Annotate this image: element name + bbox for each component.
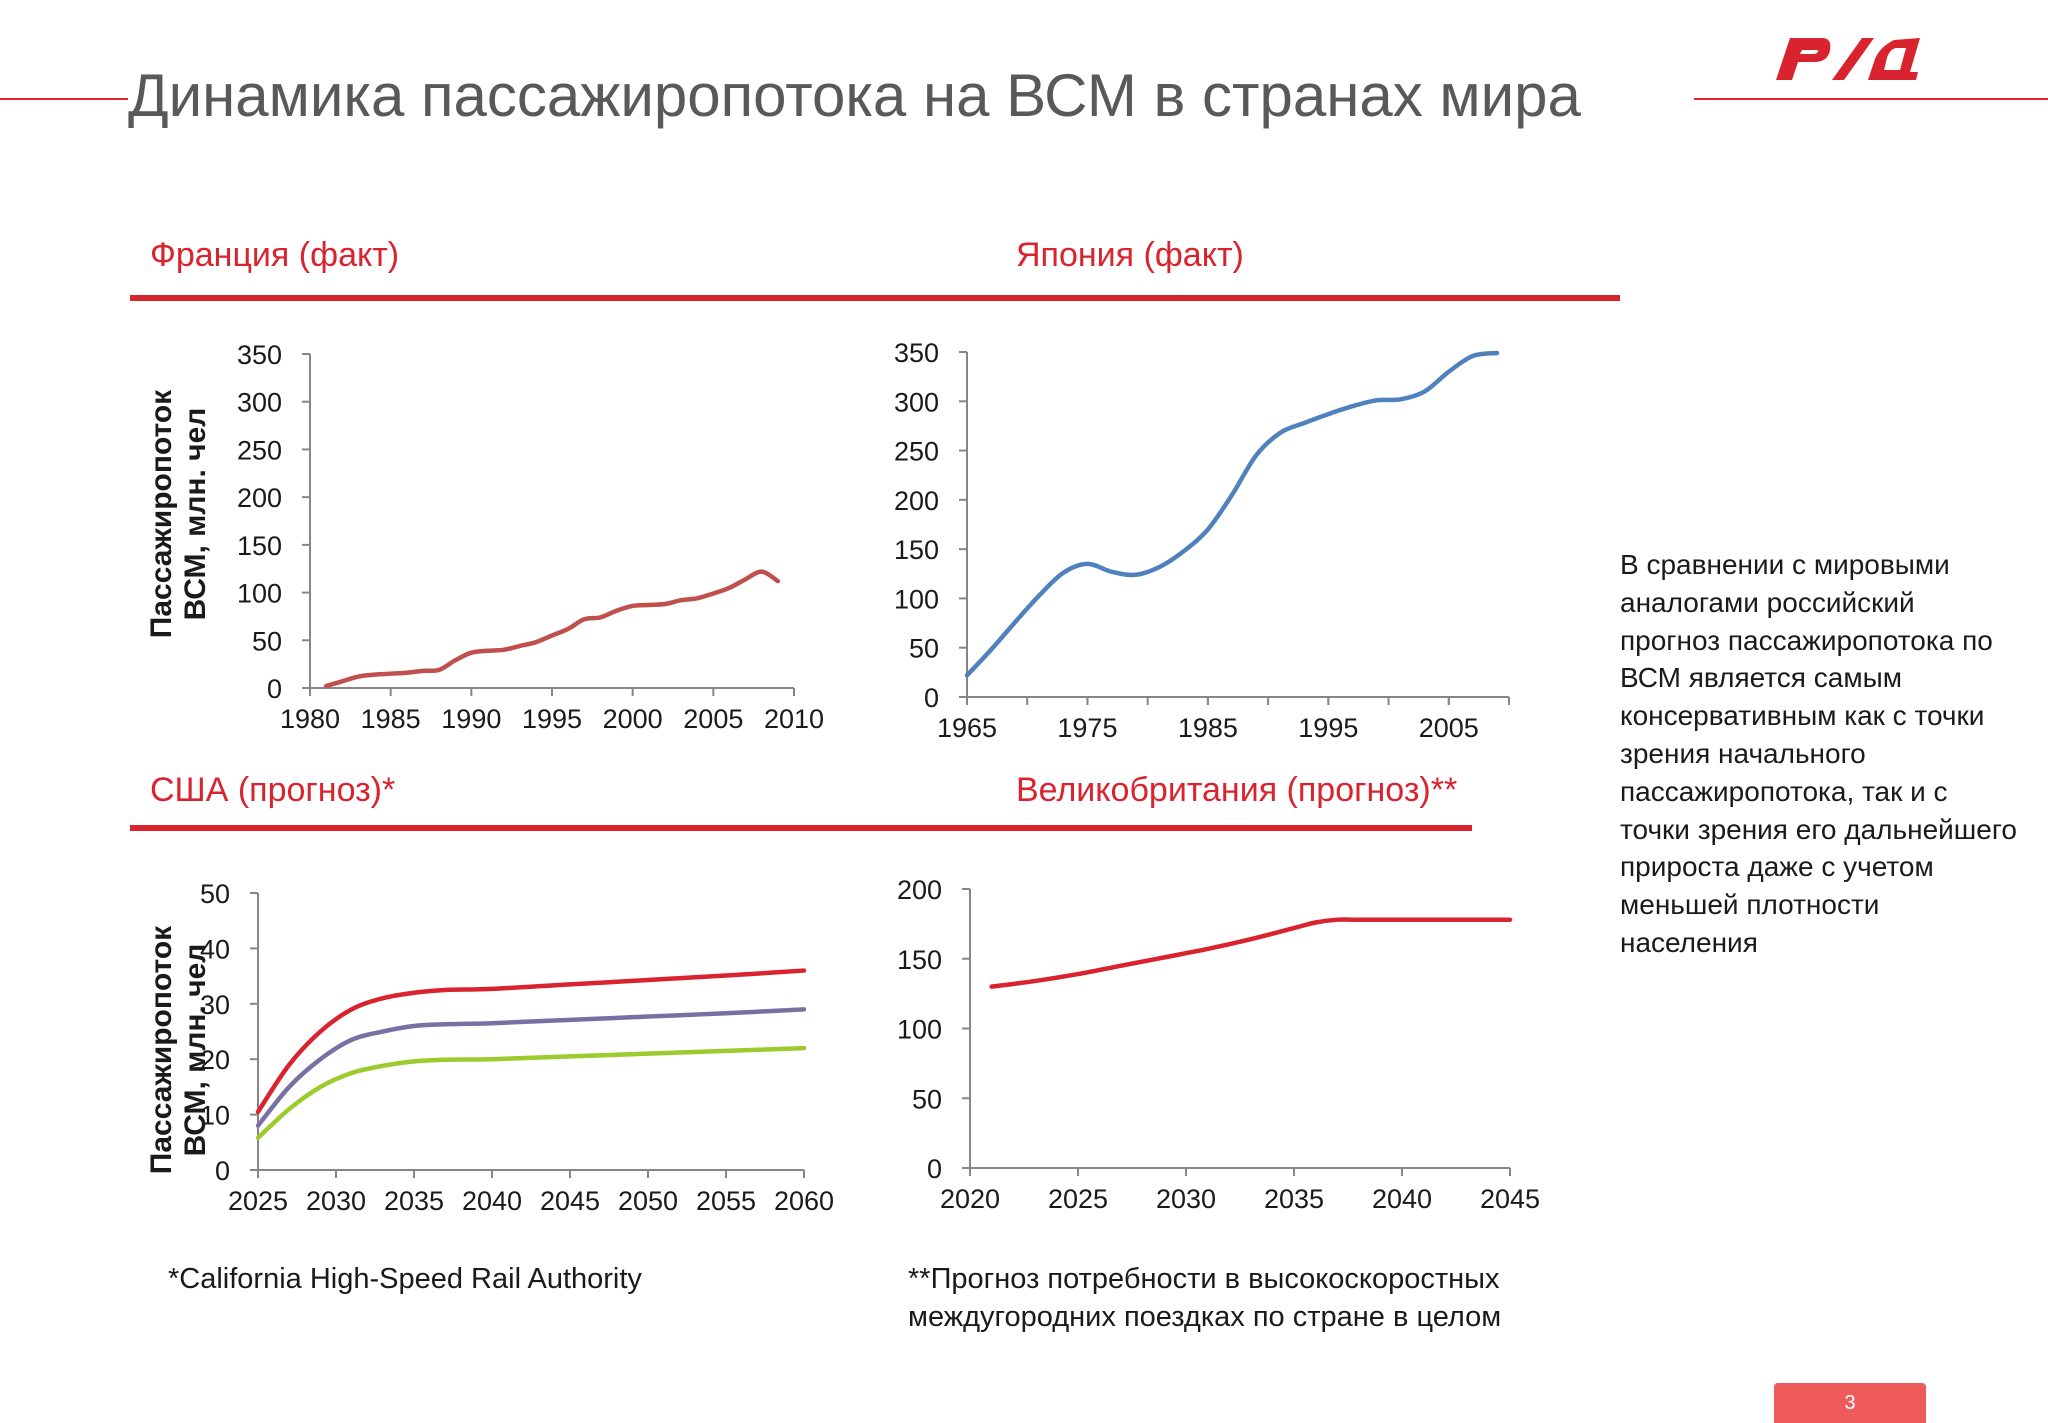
japan-chart: 0 50 100 150 200 250 300 350 1965 1975 1985 1995 200… [894,338,1510,743]
x-tick-label: 2045 [1480,1184,1540,1214]
x-tick-label: 2025 [1048,1184,1108,1214]
series-line [255,1007,807,1128]
header-rule-right [1694,98,2048,100]
x-tick-label: 2030 [306,1186,366,1216]
x-tick-label: 2005 [1419,713,1479,743]
y-tick-label: 40 [200,934,230,964]
y-tick-label: 200 [894,486,939,516]
y-tick-label: 250 [894,437,939,467]
y-tick-label: 0 [924,683,939,713]
x-tick-label: 1980 [280,704,340,734]
y-tick-label: 0 [267,674,282,704]
section-title-france: Франция (факт) [150,236,400,274]
x-tick-label: 2035 [384,1186,444,1216]
x-tick-label: 2025 [228,1186,288,1216]
rzd-logo [1776,38,1920,80]
y-tick-label: 200 [237,483,282,513]
logo-mark-d [1866,38,1920,80]
logo-mark-r [1776,38,1831,80]
section-divider-top [130,295,1620,301]
y-tick-label: 20 [200,1045,230,1075]
y-tick-label: 150 [237,531,282,561]
y-tick-label: 350 [894,338,939,368]
uk-chart: 0 50 100 150 200 2020 2025 2030 2035 2040 2045 [897,875,1540,1214]
x-tick-label: 2040 [462,1186,522,1216]
x-tick-label: 1995 [1298,713,1358,743]
x-tick-label: 1985 [1178,713,1238,743]
y-tick-label: 100 [237,579,282,609]
x-tick-label: 2035 [1264,1184,1324,1214]
y-tick-label: 150 [897,945,942,975]
x-tick-label: 2055 [696,1186,756,1216]
y-tick-label: 200 [897,875,942,905]
y-tick-label: 0 [215,1156,230,1186]
section-title-uk: Великобритания (прогноз)** [1016,771,1458,809]
section-divider-bottom [130,825,1472,831]
x-tick-label: 1965 [937,713,997,743]
x-tick-label: 1995 [522,704,582,734]
y-tick-label: 50 [252,626,282,656]
x-tick-label: 2050 [618,1186,678,1216]
uk-footnote: **Прогноз потребности в высокоскоростных… [908,1260,1501,1336]
x-tick-label: 2060 [774,1186,834,1216]
y-tick-label: 300 [237,388,282,418]
y-tick-label: 300 [894,387,939,417]
y-tick-label: 50 [909,634,939,664]
x-tick-label: 1990 [441,704,501,734]
y-tick-label: 100 [897,1015,942,1045]
slide-title: Динамика пассажиропотока на ВСМ в страна… [128,62,1581,129]
x-tick-label: 1985 [361,704,421,734]
y-tick-label: 10 [200,1101,230,1131]
comparison-note: В сравнении с мировыми аналогами российс… [1620,549,2017,958]
section-title-usa: США (прогноз)* [150,771,396,809]
y-tick-label: 30 [200,990,230,1020]
series-line [964,350,1500,678]
uk-footnote-line-2: междугородних поездках по стране в целом [908,1301,1502,1333]
series-line [989,917,1513,989]
y-tick-label: 50 [200,879,230,909]
x-tick-label: 2010 [764,704,824,734]
series-line [323,569,781,689]
x-tick-label: 1975 [1057,713,1117,743]
uk-footnote-line-1: **Прогноз потребности в высокоскоростных [908,1263,1500,1295]
x-tick-label: 2045 [540,1186,600,1216]
series-line [255,1045,807,1141]
y-tick-label: 150 [894,535,939,565]
y-tick-label: 250 [237,435,282,465]
usa-footnote: *California High-Speed Rail Authority [168,1263,642,1295]
france-chart: 0 50 100 150 200 250 300 350 1980 1985 1990 1995 200… [237,340,824,734]
y-tick-label: 50 [912,1084,942,1114]
page-number: 3 [1774,1383,1926,1423]
logo-mark-zh [1832,38,1874,80]
x-tick-label: 2005 [683,704,743,734]
x-tick-label: 2020 [940,1184,1000,1214]
section-title-japan: Япония (факт) [1016,236,1244,274]
x-tick-label: 2040 [1372,1184,1432,1214]
y-tick-label: 100 [894,584,939,614]
header-rule-left [0,98,128,100]
series-line [255,968,807,1115]
x-tick-label: 2000 [603,704,663,734]
y-tick-label: 350 [237,340,282,370]
x-tick-label: 2030 [1156,1184,1216,1214]
y-tick-label: 0 [927,1154,942,1184]
